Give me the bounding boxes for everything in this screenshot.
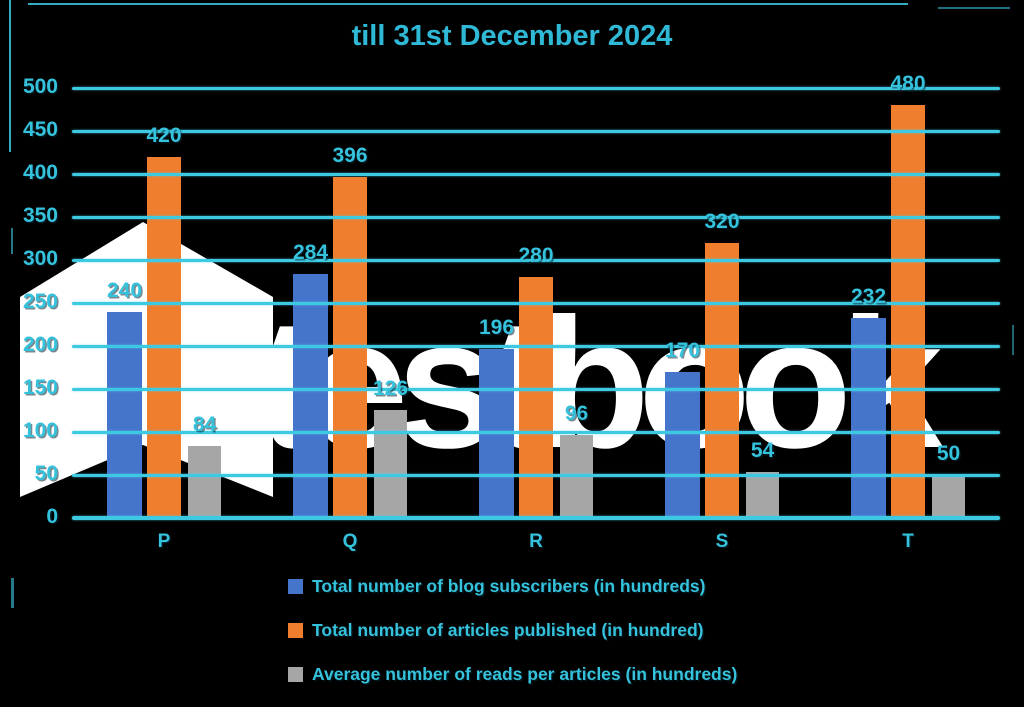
legend-label-2: Total number of articles published (in h… (312, 619, 704, 640)
legend-item-3: Average number of reads per articles (in… (288, 663, 738, 684)
legend-swatch-2 (288, 622, 303, 638)
legend-item-1: Total number of blog subscribers (in hun… (288, 575, 737, 596)
edge-artifact-left-low (11, 578, 14, 608)
legend-item-2: Total number of articles published (in h… (288, 619, 737, 640)
legend-label-3: Average number of reads per articles (in… (312, 663, 738, 684)
legend-label-1: Total number of blog subscribers (in hun… (312, 575, 706, 596)
chart-legend: Total number of blog subscribers (in hun… (288, 575, 738, 707)
edge-artifact-left (9, 0, 11, 152)
edge-artifact-top-right (938, 7, 1010, 9)
edge-artifact-right (1012, 325, 1014, 355)
watermark-text: testbook (256, 281, 943, 487)
legend-swatch-3 (288, 666, 303, 682)
edge-artifact-left-mid (11, 228, 13, 254)
legend-swatch-1 (288, 578, 303, 594)
chart-title: till 31st December 2024 (351, 20, 673, 52)
edge-artifact-top (28, 3, 908, 5)
